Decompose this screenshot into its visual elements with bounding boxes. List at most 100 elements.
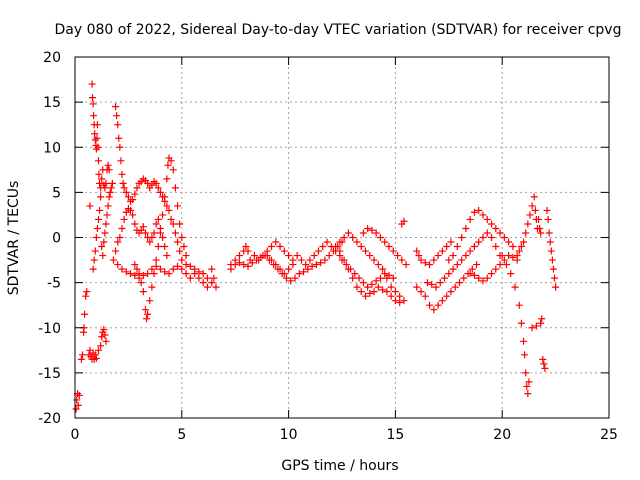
data-point <box>462 252 470 260</box>
data-point <box>536 224 544 232</box>
data-point <box>349 274 357 282</box>
data-point <box>101 229 109 237</box>
data-point <box>402 261 410 269</box>
data-point <box>92 354 100 362</box>
data-point <box>156 265 164 273</box>
data-point <box>372 277 380 285</box>
data-points <box>72 80 560 413</box>
y-tick-label-1: -15 <box>38 366 61 382</box>
data-point <box>152 179 160 187</box>
data-point <box>182 261 190 269</box>
data-point <box>280 270 288 278</box>
data-point <box>178 256 186 264</box>
data-point <box>376 234 384 241</box>
data-point <box>306 256 314 264</box>
data-point <box>287 277 295 285</box>
data-point <box>336 247 344 255</box>
data-point <box>131 271 139 279</box>
data-point <box>293 252 301 260</box>
data-point <box>291 274 299 282</box>
data-point <box>338 256 346 264</box>
data-point <box>498 252 506 260</box>
data-point <box>180 243 188 251</box>
data-point <box>285 252 293 260</box>
data-point <box>302 261 310 269</box>
data-point <box>106 188 114 196</box>
data-point <box>72 405 80 413</box>
data-point <box>161 193 169 201</box>
data-point <box>396 292 404 300</box>
data-point <box>376 274 384 282</box>
data-point <box>114 238 122 246</box>
data-point <box>430 256 438 264</box>
data-point <box>551 274 559 282</box>
data-point <box>500 234 508 241</box>
data-point <box>532 322 540 330</box>
data-point <box>276 265 284 273</box>
data-point <box>74 401 82 409</box>
data-point <box>387 292 395 300</box>
data-point <box>95 170 103 178</box>
data-point <box>131 190 139 198</box>
data-point <box>113 112 121 120</box>
data-point <box>154 215 162 223</box>
data-point <box>492 224 500 232</box>
data-point <box>546 238 554 246</box>
data-point <box>96 179 104 187</box>
data-point <box>148 181 156 189</box>
data-point <box>540 360 548 368</box>
data-point <box>112 247 120 255</box>
data-point <box>340 234 348 241</box>
data-point <box>146 238 154 246</box>
data-point <box>231 261 239 269</box>
data-point <box>102 220 110 228</box>
data-point <box>438 297 446 305</box>
chart-title: Day 080 of 2022, Sidereal Day-to-day VTE… <box>55 22 622 38</box>
data-point <box>268 243 276 251</box>
data-point <box>310 252 318 260</box>
x-tick-label-1: 5 <box>177 427 186 443</box>
data-point <box>368 280 376 288</box>
data-point <box>417 288 425 296</box>
data-point <box>164 161 172 169</box>
y-tick-label-2: -10 <box>38 321 61 337</box>
data-point <box>263 252 271 260</box>
data-point <box>479 234 487 241</box>
data-point <box>101 184 109 192</box>
data-point <box>227 265 235 273</box>
data-point <box>531 206 539 214</box>
data-point <box>421 292 429 300</box>
data-point <box>319 243 327 251</box>
data-point <box>381 238 389 246</box>
data-point <box>400 217 408 225</box>
data-point <box>336 238 344 246</box>
data-point <box>511 283 519 291</box>
data-point <box>178 234 186 241</box>
data-point <box>90 256 98 264</box>
data-point <box>167 157 175 165</box>
data-point <box>131 220 139 228</box>
data-point <box>475 238 483 246</box>
data-point <box>470 208 478 216</box>
data-point <box>114 261 122 269</box>
data-point <box>276 243 284 251</box>
data-point <box>139 288 147 296</box>
data-point <box>432 283 440 291</box>
data-point <box>163 202 171 210</box>
data-point <box>101 331 109 339</box>
data-point <box>538 315 546 323</box>
data-point <box>544 215 552 223</box>
data-point <box>139 223 147 231</box>
data-point <box>391 297 399 305</box>
data-point <box>75 391 83 399</box>
data-point <box>342 261 350 269</box>
data-point <box>103 211 111 219</box>
y-tick-label-6: 10 <box>43 140 61 156</box>
data-point <box>385 243 393 251</box>
data-point <box>212 283 220 291</box>
data-point <box>315 247 323 255</box>
data-point <box>82 292 90 300</box>
data-point <box>282 274 290 282</box>
data-point <box>208 279 216 287</box>
